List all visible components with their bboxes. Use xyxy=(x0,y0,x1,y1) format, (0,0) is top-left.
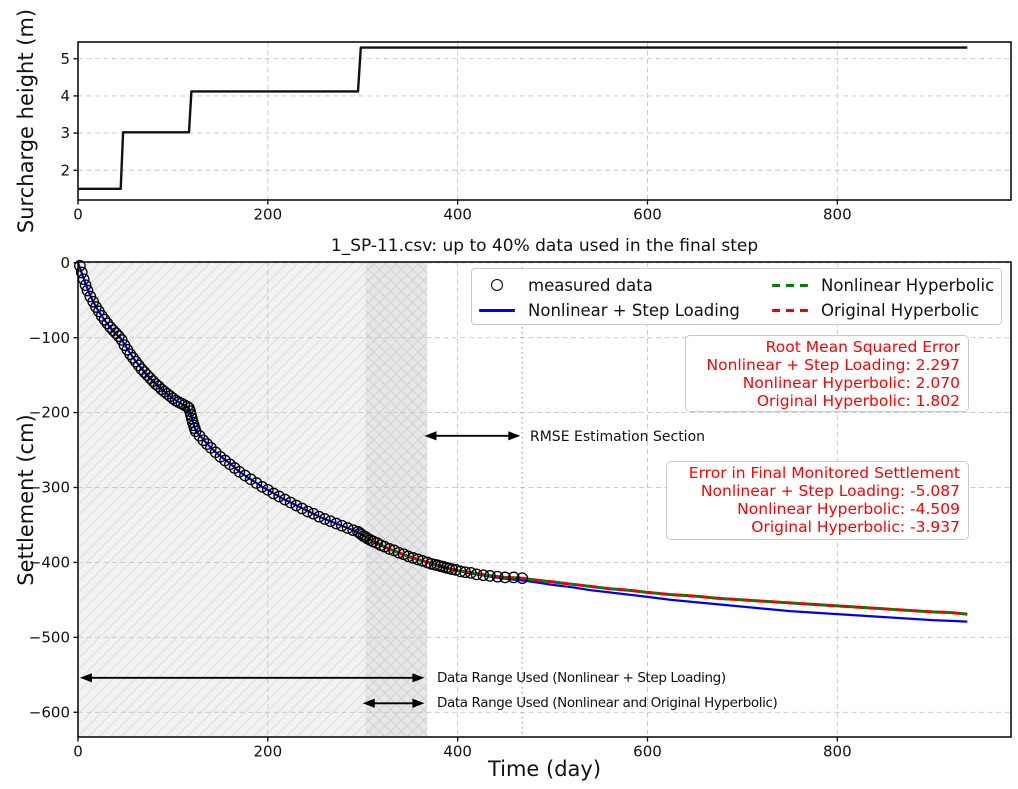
rmse-section-arrow xyxy=(424,431,521,441)
rmse-box-title: Root Mean Squared Error xyxy=(765,338,960,356)
measured-data-marker-icon xyxy=(479,276,515,295)
error-box-line: Nonlinear + Step Loading: -5.087 xyxy=(700,482,960,500)
surcharge-y-tick-label: 2 xyxy=(60,161,70,179)
legend-label: Nonlinear Hyperbolic xyxy=(821,276,995,295)
rmse-box-line: Original Hyperbolic: 1.802 xyxy=(756,392,960,410)
settlement-plot: 0 200 400 600 800 0 −100 −200 −300 −400 −500 −600 xyxy=(29,254,1012,761)
measured-data-points xyxy=(74,259,529,585)
settlement-y-tick-label: −600 xyxy=(29,703,70,721)
legend-item-nonlinear-hyperbolic: Nonlinear Hyperbolic xyxy=(772,274,994,297)
surcharge-y-tick-label: 3 xyxy=(60,124,70,142)
settlement-y-tick-label: 0 xyxy=(60,254,70,272)
surcharge-x-tick-label: 600 xyxy=(633,206,662,224)
settlement-y-axis-label: Settlement (cm) xyxy=(14,414,38,586)
settlement-x-tick-label: 600 xyxy=(633,743,662,761)
legend-item-measured-data: measured data xyxy=(479,274,653,297)
range-hyperbolic-annotation: Data Range Used (Nonlinear and Original … xyxy=(437,695,778,711)
surcharge-axes-frame xyxy=(77,41,1012,201)
settlement-y-tick-label: −300 xyxy=(29,479,70,497)
range-step-arrow xyxy=(79,673,425,683)
settlement-x-tick-label: 200 xyxy=(254,743,283,761)
legend-item-step-loading: Nonlinear + Step Loading xyxy=(479,299,740,322)
surcharge-x-tick-label: 800 xyxy=(823,206,852,224)
rmse-box-line: Nonlinear Hyperbolic: 2.070 xyxy=(742,374,960,392)
legend-label: Original Hyperbolic xyxy=(821,301,980,320)
surcharge-x-tick-label: 400 xyxy=(443,206,472,224)
settlement-x-tick-label: 800 xyxy=(823,743,852,761)
legend-item-original-hyperbolic: Original Hyperbolic xyxy=(772,299,979,322)
settlement-y-tick-label: −400 xyxy=(29,554,70,572)
legend-label: measured data xyxy=(528,276,653,295)
chart-title: 1_SP-11.csv: up to 40% data used in the … xyxy=(330,236,759,256)
nonlinear-hyperbolic-line-icon xyxy=(772,284,808,287)
range-step-annotation: Data Range Used (Nonlinear + Step Loadin… xyxy=(437,670,726,686)
range-hyperbolic-arrow xyxy=(362,698,425,708)
surcharge-y-tick-label: 5 xyxy=(60,50,70,68)
settlement-axes-frame xyxy=(77,261,1012,738)
rmse-section-annotation: RMSE Estimation Section xyxy=(530,429,706,445)
settlement-x-tick-label: 0 xyxy=(73,743,83,761)
surcharge-y-tick-label: 4 xyxy=(60,87,70,105)
error-box-title: Error in Final Monitored Settlement xyxy=(688,464,960,482)
settlement-y-tick-label: −200 xyxy=(29,404,70,422)
legend: measured data Nonlinear + Step Loading N… xyxy=(471,268,1002,325)
rmse-stats-box: Root Mean Squared Error Nonlinear + Step… xyxy=(685,335,969,412)
surcharge-x-tick-label: 200 xyxy=(254,206,283,224)
settlement-y-tick-label: −500 xyxy=(29,628,70,646)
error-box-line: Original Hyperbolic: -3.937 xyxy=(751,518,960,536)
rmse-box-line: Nonlinear + Step Loading: 2.297 xyxy=(706,356,960,374)
original-hyperbolic-line-icon xyxy=(772,309,808,312)
settlement-y-tick-label: −100 xyxy=(29,329,70,347)
time-x-axis-label: Time (day) xyxy=(487,757,602,781)
step-loading-line-icon xyxy=(479,309,515,312)
error-box-line: Nonlinear Hyperbolic: -4.509 xyxy=(737,500,960,518)
surcharge-plot: 0 200 400 600 800 2 3 4 5 xyxy=(60,41,1012,224)
legend-label: Nonlinear + Step Loading xyxy=(528,301,740,320)
surcharge-height-line xyxy=(78,46,968,191)
surcharge-x-tick-label: 0 xyxy=(73,206,83,224)
settlement-x-tick-label: 400 xyxy=(443,743,472,761)
final-error-stats-box: Error in Final Monitored Settlement Nonl… xyxy=(666,461,969,540)
surcharge-y-axis-label: Surcharge height (m) xyxy=(14,8,38,234)
